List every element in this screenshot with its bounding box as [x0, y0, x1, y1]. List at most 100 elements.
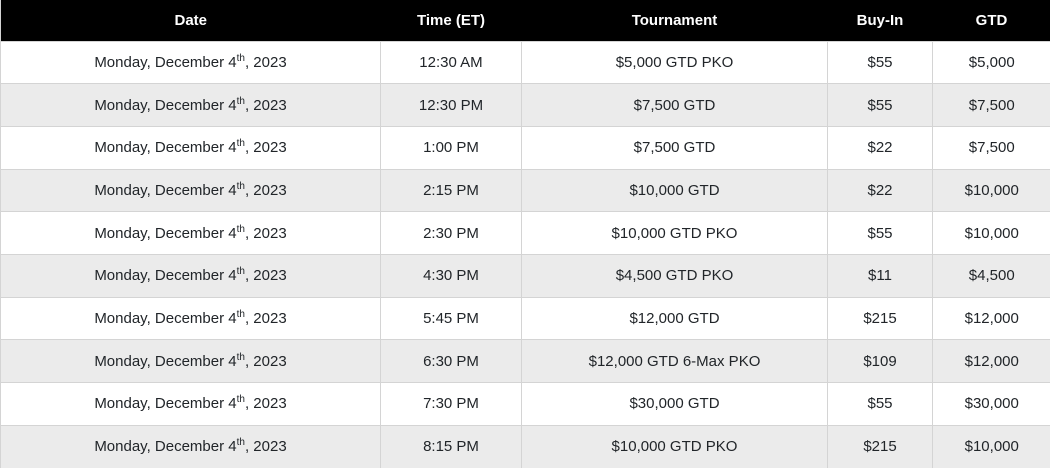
date-text: Monday, December 4: [94, 395, 237, 413]
date-cell: Monday, December 4th, 2023: [0, 125, 381, 170]
buyin-cell: $109: [827, 339, 933, 383]
date-cell: Monday, December 4th, 2023: [0, 40, 381, 84]
date-cell: Monday, December 4th, 2023: [0, 211, 381, 255]
time-cell: 2:15 PM: [380, 168, 522, 212]
table-row: Monday, December 4th, 2023 7:30 PM $30,0…: [0, 382, 1050, 426]
date-text: Monday, December 4: [94, 181, 237, 199]
date-year: , 2023: [244, 309, 287, 327]
tournament-cell: $12,000 GTD 6-Max PKO: [521, 339, 828, 383]
column-header-tournament: Tournament: [521, 0, 828, 41]
date-ordinal: th: [236, 180, 245, 192]
time-cell: 12:30 AM: [380, 40, 522, 84]
date-cell: Monday, December 4th, 2023: [0, 339, 381, 383]
date-cell: Monday, December 4th, 2023: [0, 296, 381, 340]
tournament-cell: $7,500 GTD: [521, 125, 828, 170]
buyin-cell: $55: [827, 382, 933, 426]
date-year: , 2023: [244, 352, 287, 370]
date-text: Monday, December 4: [94, 438, 237, 456]
tournament-cell: $30,000 GTD: [521, 382, 828, 426]
header-row: Date Time (ET) Tournament Buy-In GTD: [0, 0, 1050, 41]
buyin-cell: $215: [827, 296, 933, 340]
buyin-cell: $55: [827, 40, 933, 84]
buyin-cell: $55: [827, 211, 933, 255]
tournament-cell: $10,000 GTD PKO: [521, 211, 828, 255]
date-year: , 2023: [244, 181, 287, 199]
table-header: Date Time (ET) Tournament Buy-In GTD: [0, 0, 1050, 41]
gtd-cell: $30,000: [932, 382, 1050, 426]
gtd-cell: $10,000: [932, 424, 1050, 468]
date-cell: Monday, December 4th, 2023: [0, 83, 381, 127]
tournament-cell: $10,000 GTD PKO: [521, 424, 828, 468]
date-ordinal: th: [236, 266, 245, 278]
buyin-cell: $11: [827, 253, 933, 298]
date-year: , 2023: [244, 224, 287, 242]
table-row: Monday, December 4th, 2023 5:45 PM $12,0…: [0, 296, 1050, 340]
gtd-cell: $10,000: [932, 168, 1050, 212]
date-year: , 2023: [244, 96, 287, 114]
gtd-cell: $7,500: [932, 83, 1050, 127]
date-ordinal: th: [236, 437, 245, 449]
table-row: Monday, December 4th, 2023 12:30 PM $7,5…: [0, 83, 1050, 127]
date-ordinal: th: [236, 223, 245, 235]
time-cell: 2:30 PM: [380, 211, 522, 255]
date-cell: Monday, December 4th, 2023: [0, 253, 381, 298]
table-row: Monday, December 4th, 2023 1:00 PM $7,50…: [0, 125, 1050, 170]
date-year: , 2023: [244, 395, 287, 413]
time-cell: 8:15 PM: [380, 424, 522, 468]
date-year: , 2023: [244, 53, 287, 71]
gtd-cell: $12,000: [932, 296, 1050, 340]
gtd-cell: $4,500: [932, 253, 1050, 298]
date-ordinal: th: [236, 351, 245, 363]
time-cell: 12:30 PM: [380, 83, 522, 127]
date-text: Monday, December 4: [94, 139, 237, 157]
date-text: Monday, December 4: [94, 224, 237, 242]
date-ordinal: th: [236, 95, 245, 107]
column-header-date: Date: [0, 0, 381, 41]
table-row: Monday, December 4th, 2023 12:30 AM $5,0…: [0, 40, 1050, 84]
time-cell: 7:30 PM: [380, 382, 522, 426]
date-ordinal: th: [236, 308, 245, 320]
date-ordinal: th: [236, 52, 245, 64]
tournament-cell: $4,500 GTD PKO: [521, 253, 828, 298]
table-row: Monday, December 4th, 2023 2:30 PM $10,0…: [0, 211, 1050, 255]
date-year: , 2023: [244, 139, 287, 157]
date-text: Monday, December 4: [94, 53, 237, 71]
date-year: , 2023: [244, 438, 287, 456]
tournament-cell: $12,000 GTD: [521, 296, 828, 340]
time-cell: 6:30 PM: [380, 339, 522, 383]
time-cell: 1:00 PM: [380, 125, 522, 170]
table-row: Monday, December 4th, 2023 6:30 PM $12,0…: [0, 339, 1050, 383]
buyin-cell: $22: [827, 168, 933, 212]
date-ordinal: th: [236, 138, 245, 150]
gtd-cell: $5,000: [932, 40, 1050, 84]
gtd-cell: $12,000: [932, 339, 1050, 383]
table-row: Monday, December 4th, 2023 4:30 PM $4,50…: [0, 253, 1050, 298]
tournament-cell: $5,000 GTD PKO: [521, 40, 828, 84]
tournament-cell: $10,000 GTD: [521, 168, 828, 212]
buyin-cell: $215: [827, 424, 933, 468]
column-header-buyin: Buy-In: [827, 0, 933, 41]
time-cell: 5:45 PM: [380, 296, 522, 340]
date-text: Monday, December 4: [94, 96, 237, 114]
time-cell: 4:30 PM: [380, 253, 522, 298]
date-text: Monday, December 4: [94, 352, 237, 370]
date-text: Monday, December 4: [94, 267, 237, 285]
buyin-cell: $55: [827, 83, 933, 127]
column-header-time: Time (ET): [380, 0, 522, 41]
column-header-gtd: GTD: [932, 0, 1050, 41]
buyin-cell: $22: [827, 125, 933, 170]
date-cell: Monday, December 4th, 2023: [0, 168, 381, 212]
date-text: Monday, December 4: [94, 309, 237, 327]
date-year: , 2023: [244, 267, 287, 285]
table-row: Monday, December 4th, 2023 2:15 PM $10,0…: [0, 168, 1050, 212]
gtd-cell: $7,500: [932, 125, 1050, 170]
table-row: Monday, December 4th, 2023 8:15 PM $10,0…: [0, 424, 1050, 468]
date-cell: Monday, December 4th, 2023: [0, 424, 381, 468]
gtd-cell: $10,000: [932, 211, 1050, 255]
tournament-table-body: Monday, December 4th, 2023 12:30 AM $5,0…: [0, 40, 1050, 468]
date-ordinal: th: [236, 394, 245, 406]
date-cell: Monday, December 4th, 2023: [0, 382, 381, 426]
tournament-cell: $7,500 GTD: [521, 83, 828, 127]
